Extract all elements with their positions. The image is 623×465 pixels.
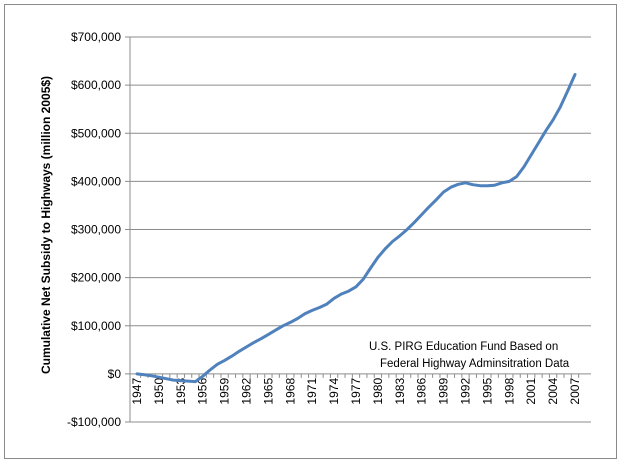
y-tick-label: $200,000 — [71, 271, 121, 285]
x-tick-label: 1986 — [415, 378, 429, 405]
source-annotation: U.S. PIRG Education Fund Based on Federa… — [369, 341, 570, 370]
x-tick-label: 1980 — [371, 378, 385, 405]
chart-frame — [4, 4, 617, 459]
y-tick-label: $300,000 — [71, 223, 121, 237]
x-tick-label: 1956 — [196, 378, 210, 405]
y-tick-label: $500,000 — [71, 126, 121, 140]
x-tick-label: 1953 — [174, 378, 188, 405]
x-tick-label: 2001 — [524, 378, 538, 405]
x-tick-label: 1995 — [480, 378, 494, 405]
x-tick-label: 1968 — [283, 378, 297, 405]
y-tick-label: $700,000 — [71, 30, 121, 44]
y-axis-title: Cumulative Net Subsidy to Highways (mill… — [39, 76, 53, 374]
x-tick-label: 1971 — [305, 378, 319, 405]
tick-labels: -$100,000 $0 $100,000 $200,000 $300,000 $400,… — [67, 30, 582, 429]
x-tick-label: 2004 — [546, 378, 560, 405]
x-tick-label: 1965 — [261, 378, 275, 405]
y-tick-label: -$100,000 — [67, 415, 121, 429]
x-tick-label: 2007 — [568, 378, 582, 405]
x-tick-label: 1974 — [327, 378, 341, 405]
x-tick-label: 1959 — [218, 378, 232, 405]
series-line — [135, 73, 577, 384]
annotation-line-1: U.S. PIRG Education Fund Based on — [369, 341, 558, 353]
y-tick-label: $600,000 — [71, 78, 121, 92]
x-tick-label: 1977 — [349, 378, 363, 405]
gridlines — [130, 36, 591, 423]
x-tick-label: 1989 — [437, 378, 451, 405]
series-layer — [135, 73, 577, 384]
y-tick-label: $100,000 — [71, 319, 121, 333]
x-tick-label: 1992 — [459, 378, 473, 405]
y-tick-label: $400,000 — [71, 174, 121, 188]
x-tick-label: 1983 — [393, 378, 407, 405]
x-tick-label: 1998 — [502, 378, 516, 405]
x-tick-label: 1950 — [152, 378, 166, 405]
axes — [125, 36, 591, 423]
y-tick-label: $0 — [108, 367, 122, 381]
x-tick-label: 1947 — [130, 378, 144, 405]
annotation-line-2: Federal Highway Adminsitration Data — [380, 358, 570, 370]
x-tick-label: 1962 — [240, 378, 254, 405]
